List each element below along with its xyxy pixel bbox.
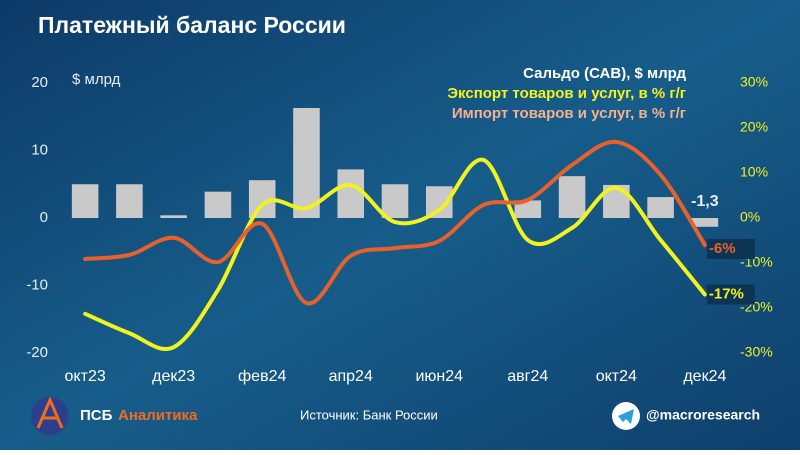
legend-entry: Импорт товаров и услуг, в % г/г [452, 105, 686, 122]
y-tick-label: 10 [31, 141, 48, 158]
y2-tick-label: 30% [740, 74, 768, 90]
y-unit: $ млрд [72, 71, 121, 88]
x-tick-label: фев24 [238, 368, 286, 385]
logo-mark [36, 396, 64, 429]
handle: @macroresearch [646, 407, 760, 423]
x-tick-label: дек24 [683, 368, 726, 385]
y-tick-label: 0 [40, 209, 48, 226]
bar [293, 107, 320, 218]
footer: ПСБ Аналитика Источник: Банк России @mac… [31, 396, 760, 435]
x-tick-label: дек23 [152, 368, 195, 385]
x-tick-label: апр24 [329, 368, 373, 385]
y-tick-label: -10 [26, 276, 48, 293]
y2-tick-label: 20% [740, 119, 768, 135]
line [83, 157, 707, 351]
brand: ПСБ [80, 407, 113, 424]
x-tick-label: окт24 [596, 368, 637, 385]
x-tick-label: авг24 [507, 368, 548, 385]
bar [558, 176, 586, 218]
data-label: -6% [709, 240, 736, 257]
y2-tick-label: 10% [740, 164, 768, 180]
y2-tick-label: -30% [740, 344, 773, 360]
x-tick-label: июн24 [415, 368, 463, 385]
telegram-glyph [618, 409, 634, 424]
data-label-bg [706, 239, 755, 259]
brand: Аналитика [118, 407, 198, 424]
y-tick-label: 20 [31, 74, 48, 91]
chart-title: Платежный баланс России [38, 12, 346, 38]
data-label: -1,3 [691, 193, 719, 210]
bar [647, 197, 674, 218]
source: Источник: Банк России [300, 407, 438, 422]
bar [160, 215, 187, 218]
bar [116, 184, 143, 218]
line [83, 139, 707, 306]
bar [71, 184, 99, 218]
x-tick-label: окт23 [65, 368, 106, 385]
bar [381, 184, 409, 218]
y2-tick-label: 0% [740, 209, 760, 225]
legend-entry: Экспорт товаров и услуг, в % г/г [447, 85, 686, 102]
bar [691, 218, 719, 227]
y-tick-label: -20 [26, 344, 48, 361]
bar [337, 169, 365, 218]
bar [204, 191, 232, 218]
bar [514, 200, 542, 218]
legend-entry: Сальдо (САВ), $ млрд [523, 65, 686, 82]
data-label-bg [706, 284, 755, 305]
data-label: -17% [709, 285, 744, 302]
